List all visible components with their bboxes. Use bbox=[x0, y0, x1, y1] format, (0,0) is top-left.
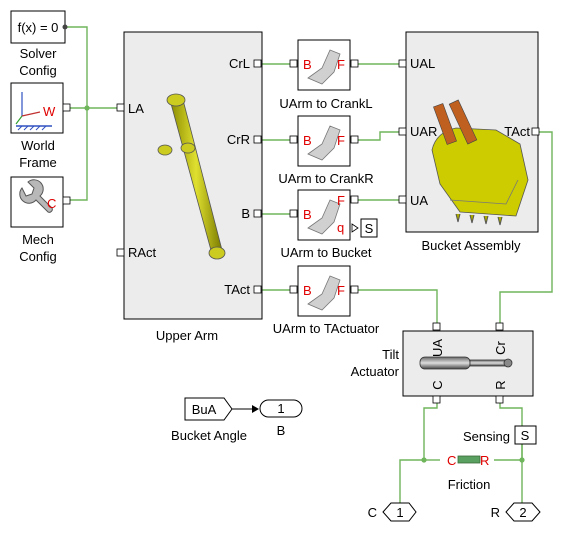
bucket-assembly-port-ual: UAL bbox=[410, 56, 435, 71]
conn-c-label: C bbox=[368, 505, 377, 520]
bucket-assembly-port-tact: TAct bbox=[504, 124, 530, 139]
bucket-angle-tag-text: BuA bbox=[192, 402, 217, 417]
bucket-angle-label: Bucket Angle bbox=[171, 428, 247, 443]
revolute-joint-icon bbox=[307, 125, 341, 161]
uarm-to-crankl-b: B bbox=[303, 57, 312, 72]
friction-port-r: R bbox=[480, 453, 489, 468]
upper-arm-part-icon bbox=[157, 93, 226, 260]
revolute-joint-icon bbox=[307, 199, 341, 235]
conn-r-number: 2 bbox=[519, 505, 526, 520]
upper-arm-port-b: B bbox=[241, 206, 250, 221]
upper-arm-block[interactable] bbox=[116, 31, 263, 320]
uarm-to-bucket-label: UArm to Bucket bbox=[280, 245, 371, 260]
uarm-to-crankl-label: UArm to CrankL bbox=[279, 96, 372, 111]
connection-lines bbox=[66, 26, 553, 503]
world-frame-label-1: World bbox=[21, 138, 55, 153]
bucket-assembly-label: Bucket Assembly bbox=[422, 238, 521, 253]
outport-number: 1 bbox=[277, 401, 284, 416]
uarm-to-crankr-label: UArm to CrankR bbox=[278, 171, 373, 186]
tilt-actuator-port-c: C bbox=[430, 380, 445, 389]
frame-axes-icon bbox=[15, 92, 52, 131]
upper-arm-port-crr: CrR bbox=[227, 132, 250, 147]
bucket-part-icon bbox=[431, 99, 529, 226]
friction-block[interactable]: C R bbox=[447, 453, 489, 468]
uarm-to-bucket-sensor-text: S bbox=[365, 221, 374, 236]
bucket-angle-goto-tag[interactable]: BuA bbox=[184, 397, 233, 421]
conn-c-number: 1 bbox=[396, 505, 403, 520]
friction-port-c: C bbox=[447, 453, 456, 468]
mech-config-letter: C bbox=[47, 196, 56, 211]
friction-element-icon bbox=[457, 455, 481, 464]
revolute-joint-icon bbox=[307, 49, 341, 85]
bucket-assembly-port-uar: UAR bbox=[410, 124, 437, 139]
connection-port-r[interactable]: 2 bbox=[505, 502, 541, 522]
signal-arrow-icon bbox=[252, 405, 259, 413]
uarm-to-bucket-b: B bbox=[303, 207, 312, 222]
uarm-to-crankr-b: B bbox=[303, 133, 312, 148]
tilt-actuator-port-r: R bbox=[493, 380, 508, 389]
uarm-to-crankl-f: F bbox=[337, 57, 345, 72]
bucket-angle-outport[interactable]: 1 bbox=[259, 399, 303, 418]
mech-config-label-2: Config bbox=[19, 249, 57, 264]
mech-config-label-1: Mech bbox=[22, 232, 54, 247]
uarm-to-tactuator-f: F bbox=[337, 283, 345, 298]
solver-config-block[interactable]: f(x) = 0 bbox=[10, 10, 68, 44]
solver-config-text: f(x) = 0 bbox=[18, 20, 59, 35]
wrench-icon bbox=[19, 179, 53, 213]
uarm-to-crankr-f: F bbox=[337, 133, 345, 148]
sensing-block[interactable]: S bbox=[514, 425, 537, 445]
solver-config-label-1: Solver bbox=[20, 46, 58, 61]
uarm-to-crankr-block[interactable]: B F bbox=[289, 115, 359, 167]
sensor-arrow-icon bbox=[351, 223, 359, 233]
world-frame-letter: W bbox=[43, 104, 56, 119]
mech-config-block[interactable]: C bbox=[10, 176, 71, 228]
tilt-actuator-port-ua: UA bbox=[430, 339, 445, 357]
sensing-symbol: S bbox=[521, 428, 530, 443]
upper-arm-port-crl: CrL bbox=[229, 56, 250, 71]
bucket-assembly-block[interactable] bbox=[398, 31, 540, 233]
actuator-cylinder-icon bbox=[419, 356, 513, 370]
solver-config-label-2: Config bbox=[19, 63, 57, 78]
tilt-actuator-label-2: Actuator bbox=[351, 364, 400, 379]
upper-arm-port-ract: RAct bbox=[128, 245, 157, 260]
upper-arm-label: Upper Arm bbox=[156, 328, 218, 343]
tilt-actuator-label-1: Tilt bbox=[382, 347, 399, 362]
world-frame-block[interactable]: W bbox=[10, 82, 71, 134]
uarm-to-bucket-sensor[interactable]: S bbox=[360, 218, 378, 238]
uarm-to-tactuator-label: UArm to TActuator bbox=[273, 321, 380, 336]
sensing-label: Sensing bbox=[463, 429, 510, 444]
tilt-actuator-port-cr: Cr bbox=[493, 340, 508, 354]
uarm-to-tactuator-b: B bbox=[303, 283, 312, 298]
conn-r-label: R bbox=[491, 505, 500, 520]
world-frame-label-2: Frame bbox=[19, 155, 57, 170]
uarm-to-bucket-block[interactable]: B F q bbox=[289, 189, 359, 241]
upper-arm-port-la: LA bbox=[128, 101, 144, 116]
bucket-assembly-port-ua: UA bbox=[410, 193, 428, 208]
tilt-actuator-block[interactable]: UA Cr C R bbox=[402, 322, 534, 404]
uarm-to-tactuator-block[interactable]: B F bbox=[289, 265, 359, 317]
uarm-to-bucket-f: F bbox=[337, 193, 345, 208]
uarm-to-bucket-q: q bbox=[337, 220, 344, 235]
friction-label: Friction bbox=[448, 477, 491, 492]
connection-port-c[interactable]: 1 bbox=[382, 502, 417, 522]
outport-label: B bbox=[277, 423, 286, 438]
revolute-joint-icon bbox=[307, 275, 341, 311]
upper-arm-port-tact: TAct bbox=[224, 282, 250, 297]
uarm-to-crankl-block[interactable]: B F bbox=[289, 39, 359, 91]
